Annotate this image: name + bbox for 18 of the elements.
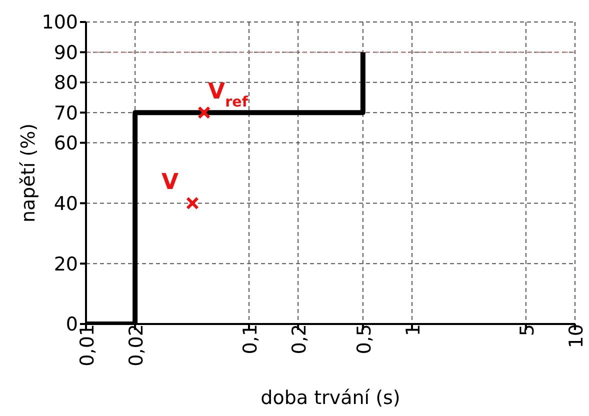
x-tick-label: 0,01 — [76, 324, 98, 366]
x-tick-label: 10 — [565, 324, 588, 348]
y-tick-label: 0 — [66, 314, 78, 336]
x-tick-label: 0,02 — [126, 324, 148, 366]
y-axis-title: napětí (%) — [18, 123, 40, 223]
x-tick-label: 0,5 — [353, 324, 376, 354]
y-tick-label: 90 — [54, 42, 78, 64]
y-tick-label: 80 — [54, 72, 78, 94]
x-tick-label: 0,2 — [288, 324, 311, 354]
y-tick-label: 60 — [54, 132, 78, 155]
x-axis-title: doba trvání (s) — [260, 387, 400, 409]
y-tick-label: 70 — [54, 102, 78, 124]
y-tick-label: 20 — [54, 253, 78, 276]
series-label: V$_{ref}$ — [208, 80, 249, 111]
y-tick-label: 40 — [54, 192, 78, 215]
y-tick-label: 100 — [42, 12, 78, 34]
series-label: V — [161, 170, 178, 196]
x-tick-label: 0,1 — [239, 324, 262, 354]
